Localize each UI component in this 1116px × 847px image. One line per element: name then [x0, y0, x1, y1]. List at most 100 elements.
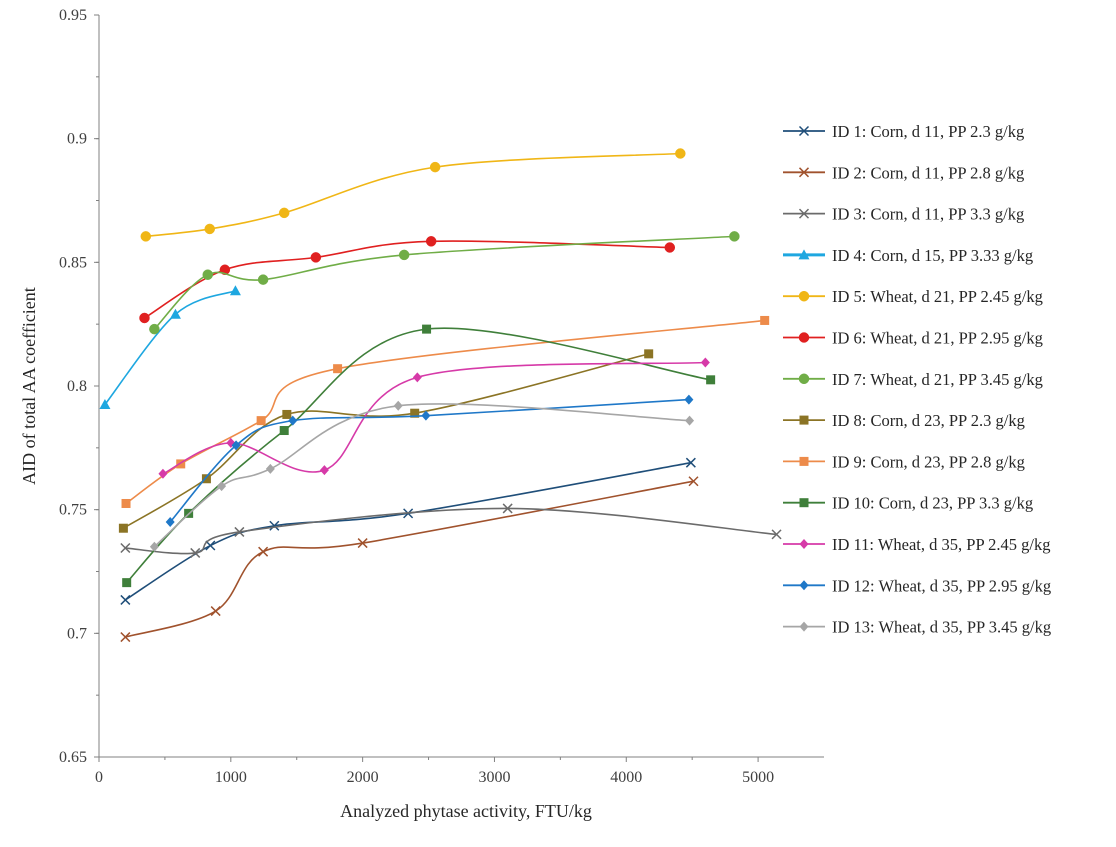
data-point: [319, 465, 329, 476]
x-tick-label: 2000: [347, 769, 379, 786]
data-point: [664, 242, 676, 253]
y-tick-label: 0.8: [67, 378, 87, 395]
legend-item: ID 13: Wheat, d 35, PP 3.45 g/kg: [783, 618, 1051, 637]
data-point: [333, 364, 343, 374]
data-point: [269, 520, 280, 531]
legend-swatch-marker: [798, 125, 810, 137]
data-point: [231, 440, 241, 451]
data-point: [282, 409, 292, 419]
y-tick-label: 0.85: [59, 254, 87, 271]
legend-item: ID 5: Wheat, d 21, PP 2.45 g/kg: [783, 287, 1043, 306]
legend-label: ID 12: Wheat, d 35, PP 2.95 g/kg: [832, 576, 1051, 595]
legend-label: ID 1: Corn, d 11, PP 2.3 g/kg: [832, 122, 1024, 141]
series-6: [139, 236, 676, 324]
legend-item: ID 7: Wheat, d 21, PP 3.45 g/kg: [783, 370, 1043, 389]
series-2: [120, 476, 699, 643]
series-line: [125, 507, 777, 555]
data-point: [421, 410, 431, 421]
data-point: [210, 606, 221, 617]
legend-swatch-marker: [798, 332, 810, 343]
y-axis-title: AID of total AA coefficient: [19, 287, 39, 485]
y-tick-label: 0.65: [59, 749, 87, 766]
data-point: [256, 416, 266, 426]
data-point: [502, 503, 513, 514]
data-point: [149, 323, 160, 335]
data-point: [257, 274, 269, 285]
series-line: [162, 361, 706, 475]
data-point: [412, 372, 422, 383]
y-tick-label: 0.9: [67, 131, 87, 148]
legend-item: ID 11: Wheat, d 35, PP 2.45 g/kg: [783, 535, 1050, 554]
series-5: [140, 148, 686, 242]
data-point: [158, 468, 168, 479]
x-tick-label: 1000: [215, 769, 247, 786]
series-line: [124, 461, 692, 601]
data-point: [429, 161, 441, 173]
legend-item: ID 2: Corn, d 11, PP 2.8 g/kg: [783, 163, 1024, 182]
data-point: [706, 375, 716, 385]
data-point: [644, 349, 654, 359]
series-8: [118, 349, 654, 533]
data-point: [140, 231, 152, 242]
legend-label: ID 3: Corn, d 11, PP 3.3 g/kg: [832, 205, 1024, 224]
series-12: [165, 394, 694, 528]
legend-label: ID 11: Wheat, d 35, PP 2.45 g/kg: [832, 535, 1050, 554]
series-11: [158, 357, 710, 479]
legend-label: ID 9: Corn, d 23, PP 2.8 g/kg: [832, 452, 1025, 471]
data-point: [279, 426, 289, 436]
legend-label: ID 6: Wheat, d 21, PP 2.95 g/kg: [832, 329, 1043, 348]
data-point: [310, 252, 322, 263]
data-point: [122, 578, 132, 588]
series-line: [125, 319, 765, 505]
legend-swatch-marker: [798, 249, 810, 260]
legend-label: ID 13: Wheat, d 35, PP 3.45 g/kg: [832, 618, 1051, 637]
data-point: [229, 285, 241, 296]
data-point: [202, 269, 213, 280]
legend-label: ID 4: Corn, d 15, PP 3.33 g/kg: [832, 246, 1033, 265]
data-point: [120, 594, 131, 605]
data-point: [771, 529, 782, 540]
x-axis-title: Analyzed phytase activity, FTU/kg: [340, 801, 592, 821]
data-point: [120, 542, 131, 554]
data-point: [120, 632, 131, 643]
legend-swatch-marker: [798, 290, 810, 302]
y-tick-label: 0.75: [59, 502, 87, 519]
data-point: [357, 538, 368, 549]
legend-swatch-marker: [798, 167, 810, 178]
data-point: [205, 540, 216, 551]
legend-swatch-marker: [799, 415, 809, 425]
legend-swatch-marker: [799, 456, 809, 466]
data-point: [258, 546, 269, 557]
data-point: [422, 324, 432, 334]
data-point: [729, 231, 740, 242]
data-point: [169, 308, 181, 319]
data-point: [760, 315, 770, 325]
series-9: [121, 315, 770, 508]
data-point: [278, 207, 290, 219]
legend-label: ID 2: Corn, d 11, PP 2.8 g/kg: [832, 163, 1024, 182]
legend-item: ID 12: Wheat, d 35, PP 2.95 g/kg: [783, 576, 1051, 595]
series-13: [149, 400, 695, 552]
data-point: [190, 547, 201, 558]
data-point: [685, 415, 695, 426]
data-point: [688, 476, 699, 487]
data-point: [425, 236, 437, 247]
legend-item: ID 10: Corn, d 23, PP 3.3 g/kg: [783, 494, 1033, 513]
y-tick-label: 0.7: [67, 625, 87, 642]
data-point: [398, 249, 410, 261]
data-point: [217, 481, 227, 492]
data-point: [675, 148, 686, 159]
legend-swatch-marker: [799, 580, 809, 591]
legend-swatch-marker: [799, 498, 809, 508]
series-line: [145, 152, 681, 238]
data-point: [393, 400, 403, 411]
data-point: [121, 498, 131, 508]
series-line: [122, 353, 649, 529]
legend-item: ID 9: Corn, d 23, PP 2.8 g/kg: [783, 452, 1025, 471]
legend-item: ID 6: Wheat, d 21, PP 2.95 g/kg: [783, 329, 1043, 348]
legend: ID 1: Corn, d 11, PP 2.3 g/kg ID 2: Corn,…: [783, 122, 1051, 637]
series-4: [99, 285, 241, 410]
legend-swatch-marker: [799, 621, 809, 632]
legend-item: ID 4: Corn, d 15, PP 3.33 g/kg: [783, 246, 1033, 265]
data-point: [139, 312, 150, 324]
